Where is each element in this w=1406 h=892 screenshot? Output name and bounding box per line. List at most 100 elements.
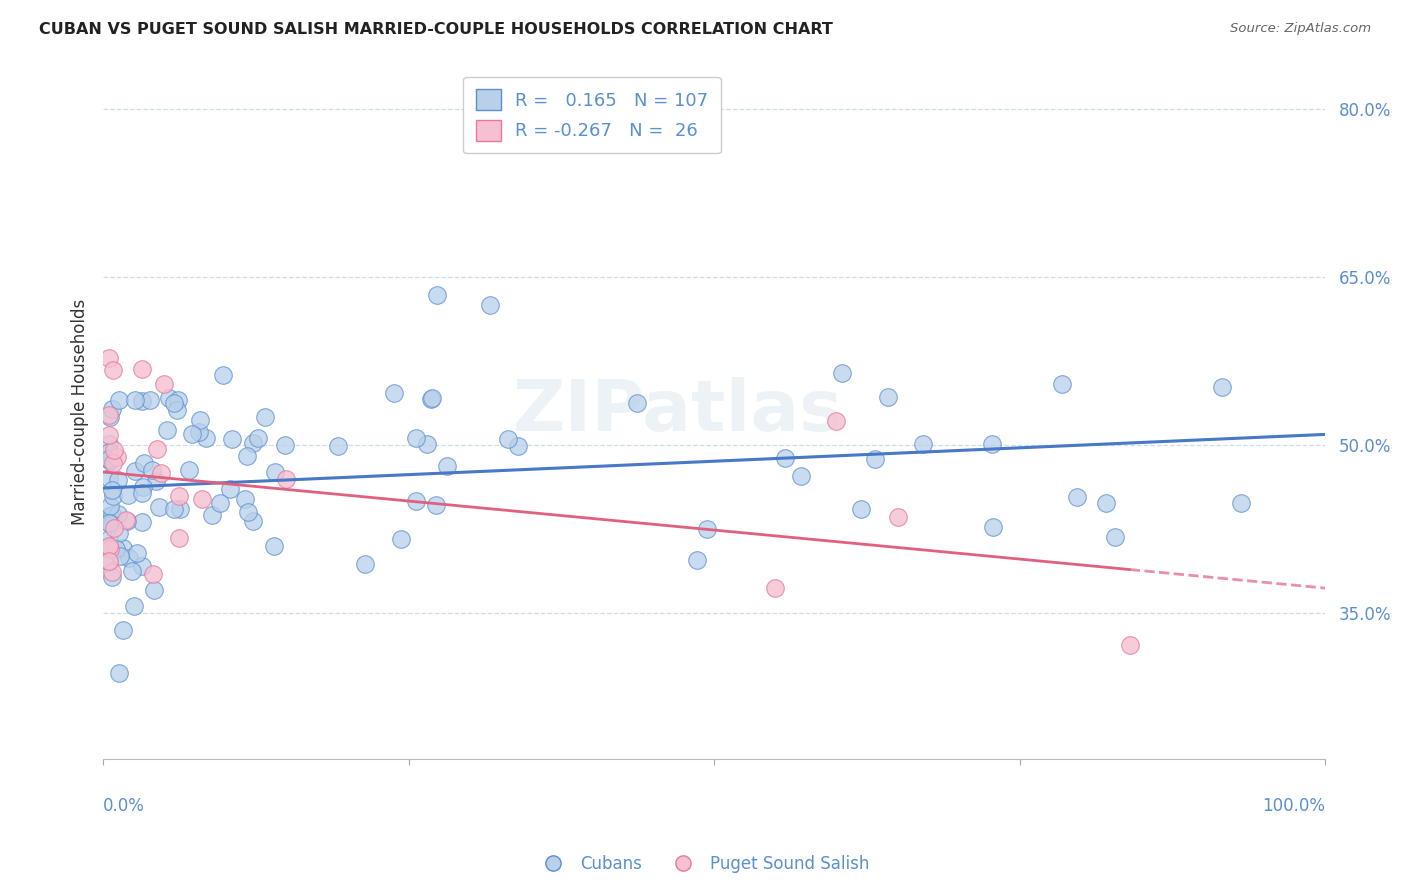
Point <box>103 443 125 458</box>
Point <box>132 479 155 493</box>
Point <box>825 414 848 428</box>
Point <box>108 549 131 563</box>
Point <box>138 393 160 408</box>
Point <box>208 496 231 510</box>
Point <box>773 451 796 466</box>
Point <box>101 362 124 376</box>
Point <box>426 287 449 301</box>
Point <box>981 519 1004 533</box>
Text: Source: ZipAtlas.com: Source: ZipAtlas.com <box>1230 22 1371 36</box>
Point <box>98 408 121 422</box>
Point <box>478 298 501 312</box>
Point <box>763 582 786 596</box>
Point <box>117 488 139 502</box>
Point <box>107 473 129 487</box>
Point <box>912 437 935 451</box>
Point <box>104 541 127 556</box>
Point <box>1229 496 1251 510</box>
Point <box>1104 529 1126 543</box>
Point <box>242 514 264 528</box>
Point <box>276 472 298 486</box>
Point <box>981 437 1004 451</box>
Point <box>153 377 176 392</box>
Point <box>425 498 447 512</box>
Point <box>107 526 129 541</box>
Point <box>101 489 124 503</box>
Point <box>107 666 129 681</box>
Point <box>219 482 242 496</box>
Point <box>131 515 153 529</box>
Point <box>169 531 191 545</box>
Point <box>107 507 129 521</box>
Point <box>696 522 718 536</box>
Point <box>148 500 170 514</box>
Text: ZIPatlas: ZIPatlas <box>513 377 842 446</box>
Point <box>436 459 458 474</box>
Point <box>201 508 224 522</box>
Point <box>98 444 121 458</box>
Point <box>131 558 153 573</box>
Point <box>118 550 141 565</box>
Point <box>831 366 853 380</box>
Legend: Cubans, Puget Sound Salish: Cubans, Puget Sound Salish <box>530 848 876 880</box>
Point <box>236 449 259 463</box>
Point <box>1119 638 1142 652</box>
Point <box>98 500 121 514</box>
Point <box>111 624 134 638</box>
Point <box>382 386 405 401</box>
Point <box>354 557 377 571</box>
Point <box>98 452 121 467</box>
Point <box>247 431 270 445</box>
Point <box>415 436 437 450</box>
Point <box>131 486 153 500</box>
Point <box>242 435 264 450</box>
Point <box>188 413 211 427</box>
Point <box>263 540 285 554</box>
Point <box>98 471 121 485</box>
Point <box>188 425 211 439</box>
Point <box>125 546 148 560</box>
Point <box>179 463 201 477</box>
Point <box>886 510 908 524</box>
Point <box>98 554 121 568</box>
Point <box>391 532 413 546</box>
Point <box>1095 496 1118 510</box>
Point <box>108 393 131 408</box>
Legend: R =   0.165   N = 107, R = -0.267   N =  26: R = 0.165 N = 107, R = -0.267 N = 26 <box>463 77 721 153</box>
Point <box>863 451 886 466</box>
Text: CUBAN VS PUGET SOUND SALISH MARRIED-COUPLE HOUSEHOLDS CORRELATION CHART: CUBAN VS PUGET SOUND SALISH MARRIED-COUP… <box>39 22 834 37</box>
Point <box>157 391 180 405</box>
Text: 100.0%: 100.0% <box>1263 797 1326 815</box>
Point <box>105 450 128 464</box>
Point <box>101 570 124 584</box>
Point <box>98 555 121 569</box>
Point <box>1052 376 1074 391</box>
Point <box>98 508 121 523</box>
Point <box>166 392 188 407</box>
Point <box>191 491 214 506</box>
Point <box>221 432 243 446</box>
Point <box>163 396 186 410</box>
Point <box>98 541 121 555</box>
Point <box>122 599 145 614</box>
Point <box>626 396 648 410</box>
Point <box>274 437 297 451</box>
Point <box>686 553 709 567</box>
Point <box>212 368 235 382</box>
Point <box>115 513 138 527</box>
Point <box>121 564 143 578</box>
Point <box>163 502 186 516</box>
Point <box>124 393 146 408</box>
Point <box>405 431 427 445</box>
Point <box>145 474 167 488</box>
Point <box>166 403 188 417</box>
Point <box>98 516 121 531</box>
Point <box>194 431 217 445</box>
Point <box>180 427 202 442</box>
Point <box>263 465 285 479</box>
Point <box>326 439 349 453</box>
Y-axis label: Married-couple Households: Married-couple Households <box>72 298 89 524</box>
Point <box>1066 490 1088 504</box>
Point <box>169 501 191 516</box>
Point <box>156 423 179 437</box>
